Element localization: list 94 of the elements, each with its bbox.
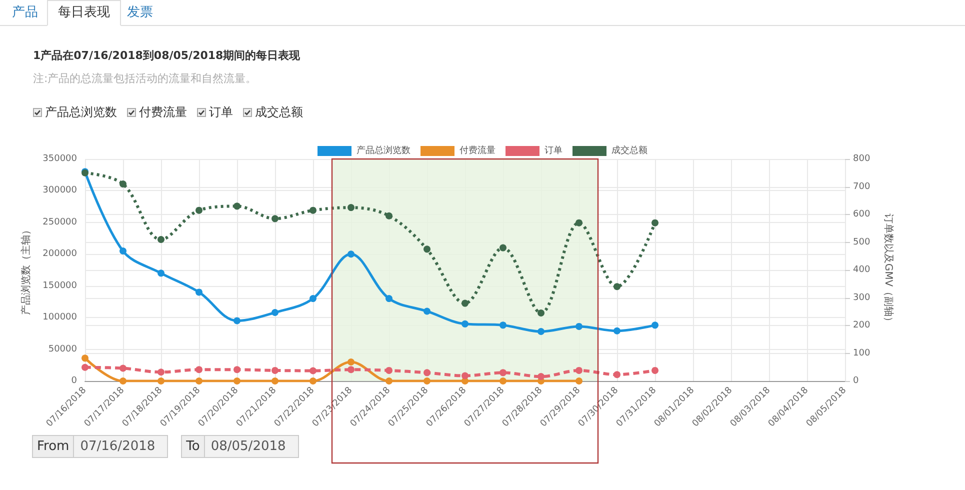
point (310, 378, 316, 384)
point (348, 204, 354, 212)
point (576, 322, 582, 330)
point (652, 366, 658, 374)
point (386, 378, 392, 384)
y2-tick-label: 500 (853, 237, 870, 248)
point (538, 328, 544, 336)
y2-tick-label: 100 (853, 348, 870, 358)
point (576, 219, 582, 226)
point (424, 246, 430, 253)
text: 付费流量 (139, 105, 187, 119)
legend-label: 付费流量 (460, 145, 496, 156)
point (500, 322, 506, 329)
y2-tick-label: 800 (853, 154, 870, 164)
text: 成交总额 (255, 105, 303, 119)
point (120, 378, 126, 384)
point (538, 310, 544, 317)
y2-axis-title: 订单数以及GMV（副轴） (882, 213, 894, 327)
point (538, 373, 544, 380)
point (196, 366, 202, 374)
chart-title: 1产品在07/16/2018到08/05/2018期间的每日表现 (33, 48, 300, 63)
point (652, 219, 658, 226)
point (158, 368, 164, 376)
y2-tick-label: 600 (853, 210, 870, 220)
point (424, 378, 430, 384)
point (462, 320, 468, 328)
y-tick-label: 200000 (42, 249, 78, 260)
text: From (37, 439, 70, 454)
y-tick-label: 350000 (42, 154, 78, 164)
legend-label: 成交总额 (612, 145, 648, 156)
y-tick-label: 300000 (42, 186, 78, 196)
point (196, 288, 202, 296)
point (500, 244, 506, 252)
text: 产品 (12, 5, 38, 20)
point (424, 308, 430, 315)
y2-tick-label: 700 (853, 182, 870, 192)
point (310, 367, 316, 374)
point (348, 358, 354, 366)
point (386, 366, 392, 374)
point (272, 366, 278, 374)
text: To (186, 439, 200, 454)
y-tick-label: 100000 (42, 312, 78, 323)
date-field: 08/05/2018 (204, 435, 299, 458)
y-tick-label: 150000 (42, 280, 78, 291)
point (82, 364, 88, 371)
point (196, 378, 202, 384)
point (272, 378, 278, 384)
y2-tick-label: 300 (853, 292, 870, 303)
point (348, 250, 354, 258)
point (158, 236, 164, 243)
point (500, 369, 506, 376)
chart-subtitle: 注:产品的总流量包括活动的流量和自然流量。 (33, 71, 257, 86)
y-tick-label: 50000 (48, 344, 78, 354)
legend-label: 产品总浏览数 (356, 145, 410, 156)
point (386, 295, 392, 302)
point (234, 202, 240, 210)
legend-label: 订单 (544, 145, 562, 156)
y-tick-label: 0 (71, 376, 78, 386)
point (120, 180, 126, 188)
point (500, 378, 506, 384)
tab: 每日表现 (47, 0, 121, 26)
y2-tick-label: 200 (853, 320, 870, 330)
point (234, 378, 240, 384)
point (158, 378, 164, 384)
point (462, 372, 468, 380)
point (310, 206, 316, 214)
point (614, 283, 620, 290)
point (158, 270, 164, 277)
point (120, 247, 126, 254)
point (652, 322, 658, 329)
date-field: 07/16/2018 (74, 435, 168, 458)
text: 产品总浏览数 (45, 105, 117, 119)
point (272, 309, 278, 316)
point (234, 317, 240, 324)
point (310, 295, 316, 302)
point (614, 327, 620, 334)
point (272, 215, 278, 222)
y-tick-label: 250000 (42, 217, 78, 228)
point (348, 366, 354, 374)
point (614, 371, 620, 378)
point (196, 206, 202, 214)
text: 订单 (209, 105, 233, 119)
point (576, 378, 582, 384)
point (576, 366, 582, 374)
point (82, 354, 88, 362)
point (120, 364, 126, 372)
point (234, 366, 240, 374)
point (386, 212, 392, 220)
point (424, 369, 430, 376)
y2-tick-label: 400 (853, 265, 870, 275)
y2-tick-label: 0 (853, 376, 859, 386)
point (462, 300, 468, 307)
y-axis-title: 产品浏览数（主轴） (20, 225, 32, 315)
text: 发票 (127, 5, 153, 20)
